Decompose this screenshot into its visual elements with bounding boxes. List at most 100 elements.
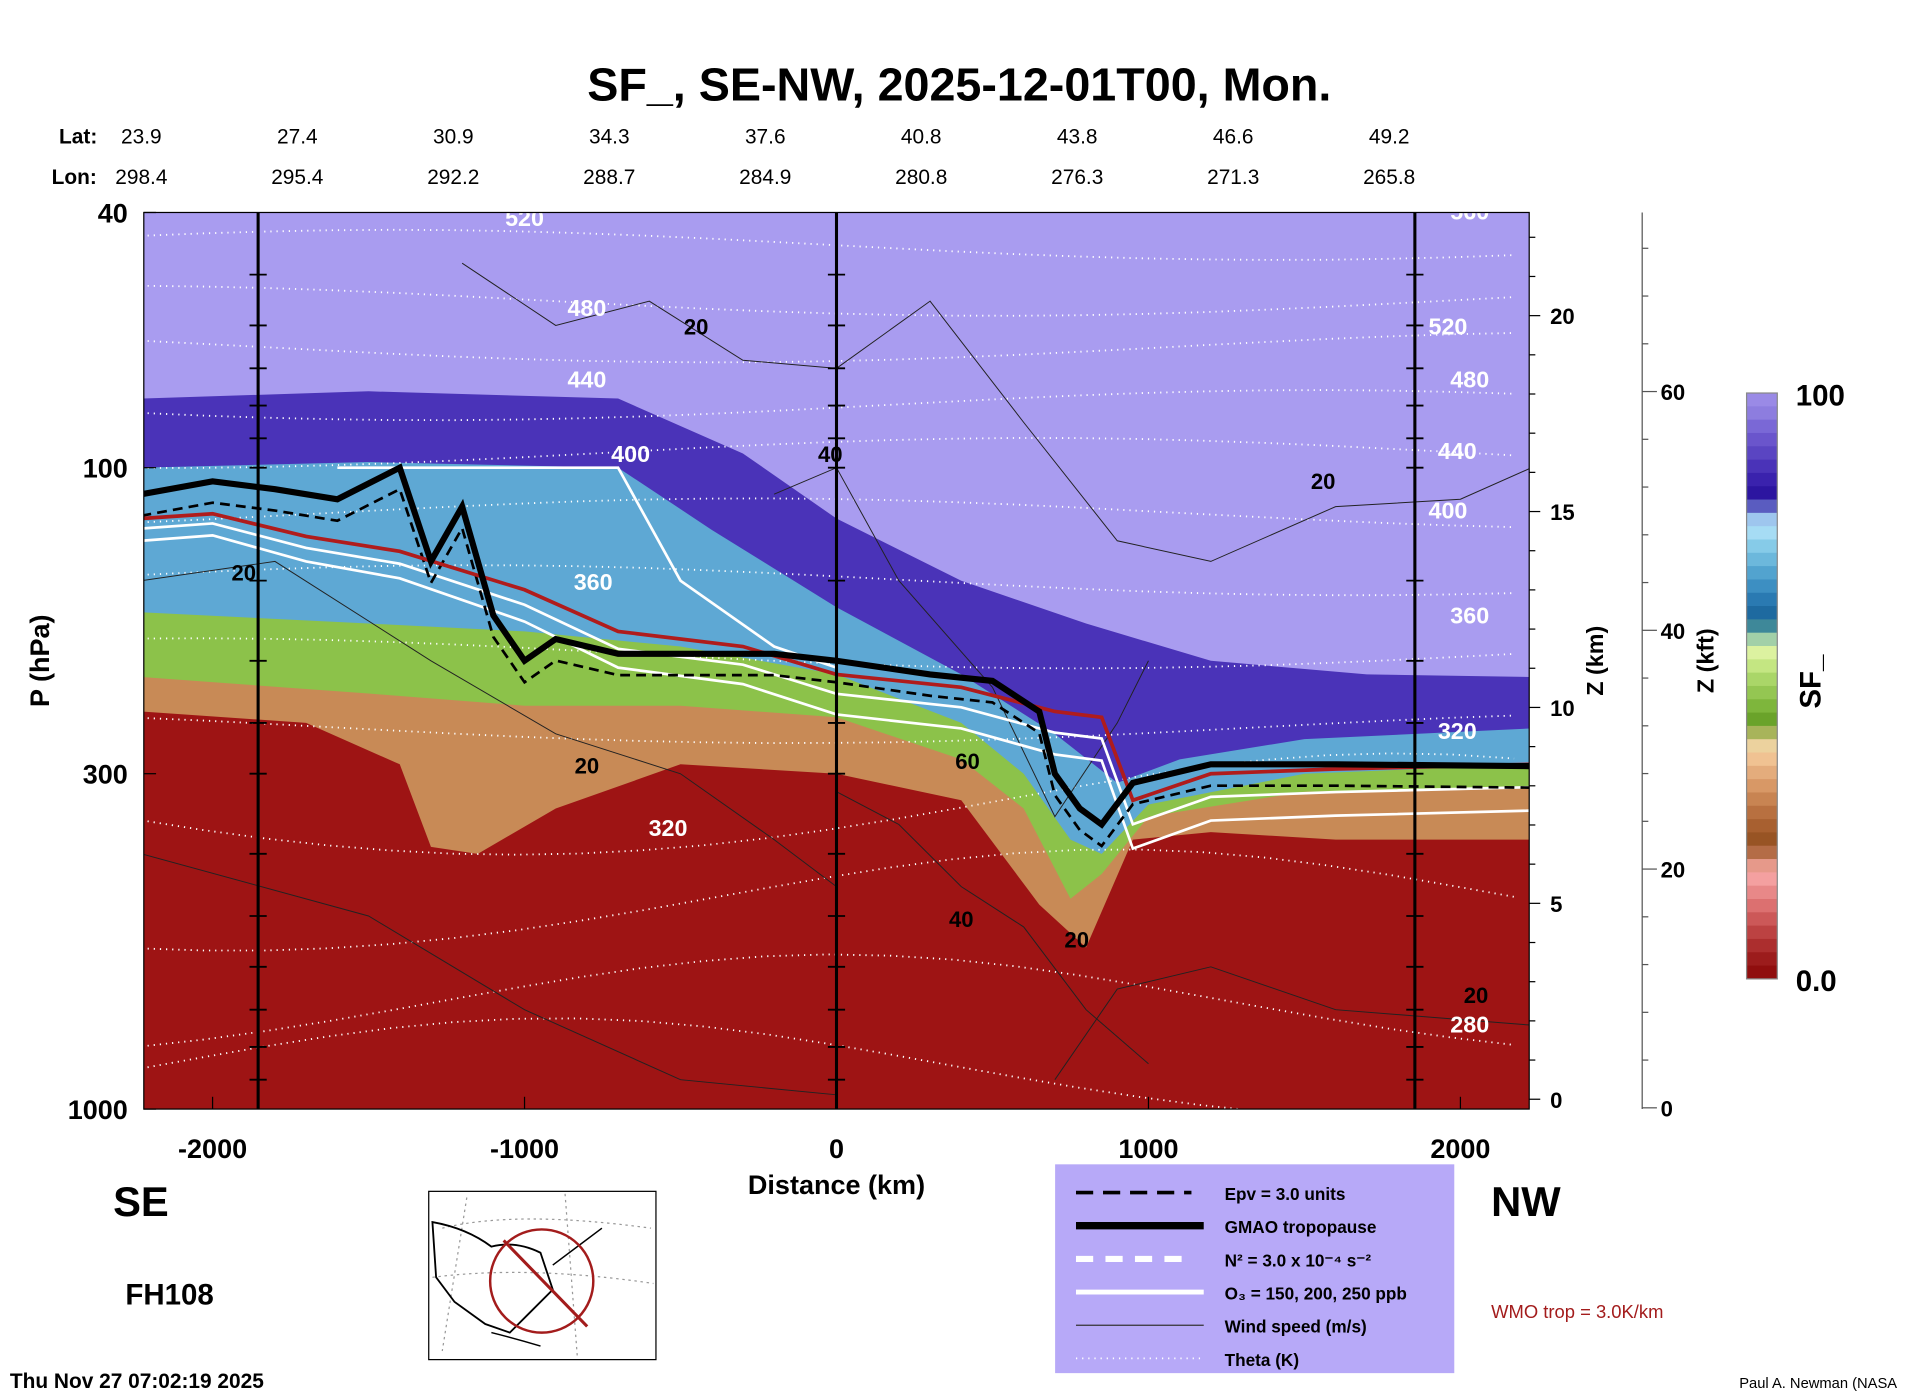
lon-value: 295.4 <box>271 166 323 189</box>
lon-value: 271.3 <box>1207 166 1259 189</box>
colorbar-segment <box>1746 699 1778 714</box>
plot-frame <box>143 211 1530 1110</box>
colorbar-segment <box>1746 845 1778 860</box>
y-axis-label: P (hPa) <box>25 614 55 707</box>
wind-label: 40 <box>818 442 843 467</box>
colorbar-label: SF_ <box>1794 654 1827 709</box>
y-tick-label: 100 <box>83 454 128 484</box>
legend-label-theta: Theta (K) <box>1225 1350 1299 1370</box>
colorbar-segment <box>1746 459 1778 474</box>
colorbar-segment <box>1746 566 1778 581</box>
colorbar-segment <box>1746 632 1778 647</box>
z-km-tick-label: 5 <box>1550 892 1562 917</box>
colorbar-segment <box>1746 512 1778 527</box>
colorbar-segment <box>1746 472 1778 487</box>
colorbar-segment <box>1746 872 1778 887</box>
x-tick-label: 2000 <box>1430 1134 1490 1164</box>
colorbar-segment <box>1746 952 1778 967</box>
colorbar-segment <box>1746 526 1778 541</box>
colorbar-segment <box>1746 606 1778 620</box>
theta-label: 360 <box>574 569 613 595</box>
lon-label: Lon: <box>52 166 97 189</box>
colorbar-segment <box>1746 539 1778 554</box>
lat-label: Lat: <box>59 126 97 149</box>
colorbar-segment <box>1746 552 1778 567</box>
wind-contour <box>461 262 1530 562</box>
x-tick-label: -1000 <box>490 1134 559 1164</box>
theta-label: 400 <box>611 441 650 467</box>
wind-contour <box>143 560 837 888</box>
colorbar-segment <box>1746 739 1778 754</box>
theta-label: 560 <box>1450 198 1489 224</box>
colorbar-segment <box>1746 805 1778 820</box>
se-label: SE <box>113 1178 169 1225</box>
colorbar-segment <box>1746 419 1778 434</box>
colorbar-min: 0.0 <box>1796 965 1837 998</box>
theta-label: 440 <box>567 367 606 393</box>
wind-label: 20 <box>684 315 709 340</box>
z-kft-label: Z (kft) <box>1692 628 1718 693</box>
wind-label: 20 <box>575 754 600 779</box>
lon-value: 292.2 <box>427 166 479 189</box>
x-axis-label: Distance (km) <box>748 1170 925 1200</box>
theta-label: 320 <box>649 815 688 841</box>
colorbar-segment <box>1746 393 1778 407</box>
lat-value: 43.8 <box>1057 126 1098 149</box>
theta-label: 280 <box>1450 1012 1489 1038</box>
lat-value: 34.3 <box>589 126 630 149</box>
z-km-label: Z (km) <box>1582 626 1608 696</box>
wmo-trop-label: WMO trop = 3.0K/km <box>1491 1301 1663 1322</box>
legend-label-epv: Epv = 3.0 units <box>1225 1184 1346 1204</box>
nw-label: NW <box>1491 1178 1561 1225</box>
z-kft-tick-label: 40 <box>1661 619 1686 644</box>
lat-value: 40.8 <box>901 126 942 149</box>
colorbar-segment <box>1746 779 1778 794</box>
z-km-tick-label: 0 <box>1550 1088 1562 1113</box>
theta-label: 400 <box>1428 497 1467 523</box>
legend-label-o3: O₃ = 150, 200, 250 ppb <box>1225 1283 1407 1303</box>
colorbar-segment <box>1746 765 1778 780</box>
z-kft-tick-label: 20 <box>1661 858 1686 883</box>
colorbar-segment <box>1746 938 1778 953</box>
colorbar-segment <box>1746 965 1778 980</box>
y-tick-label: 300 <box>83 760 128 790</box>
colorbar <box>1745 392 1778 980</box>
lon-value: 284.9 <box>739 166 791 189</box>
lon-value: 288.7 <box>583 166 635 189</box>
legend: Epv = 3.0 units GMAO tropopause N² = 3.0… <box>1055 1164 1455 1374</box>
plot-area: 520 480 440 400 360 320 560 520 480 440 400 360 320 2… <box>143 198 1530 1110</box>
colorbar-segment <box>1746 792 1778 807</box>
wind-label: 20 <box>1064 928 1089 953</box>
theta-label: 440 <box>1438 438 1477 464</box>
colorbar-segment <box>1746 819 1778 834</box>
wind-label: 40 <box>949 907 974 932</box>
wind-contour <box>1054 966 1530 1080</box>
y-tick-label: 40 <box>98 198 128 228</box>
colorbar-segment <box>1746 925 1778 940</box>
theta-label: 520 <box>505 205 544 231</box>
wind-label: 60 <box>955 749 980 774</box>
gmao-tropopause-line <box>143 463 1530 829</box>
wind-contour <box>143 853 837 1096</box>
lat-value: 49.2 <box>1369 126 1410 149</box>
lon-value: 276.3 <box>1051 166 1103 189</box>
lat-value: 37.6 <box>745 126 786 149</box>
x-tick-label: 0 <box>829 1134 844 1164</box>
theta-label: 480 <box>567 295 606 321</box>
theta-label: 480 <box>1450 367 1489 393</box>
z-kft-tick-label: 60 <box>1661 380 1686 405</box>
lat-value: 30.9 <box>433 126 474 149</box>
colorbar-segment <box>1746 486 1778 501</box>
wind-label: 20 <box>231 561 256 586</box>
colorbar-segment <box>1746 646 1778 660</box>
y-tick-label: 1000 <box>68 1095 128 1125</box>
colorbar-segment <box>1746 499 1778 514</box>
lat-lon-labels: 23.9 298.4 27.4 295.4 30.9 292.2 34.3 288.7 37.6… <box>115 126 1415 190</box>
theta-contour <box>143 953 1515 1048</box>
theta-label: 320 <box>1438 718 1477 744</box>
colorbar-segment <box>1746 859 1778 873</box>
theta-label: 520 <box>1428 314 1467 340</box>
x-tick-label: 1000 <box>1118 1134 1178 1164</box>
forecast-hour: FH108 <box>125 1278 213 1311</box>
